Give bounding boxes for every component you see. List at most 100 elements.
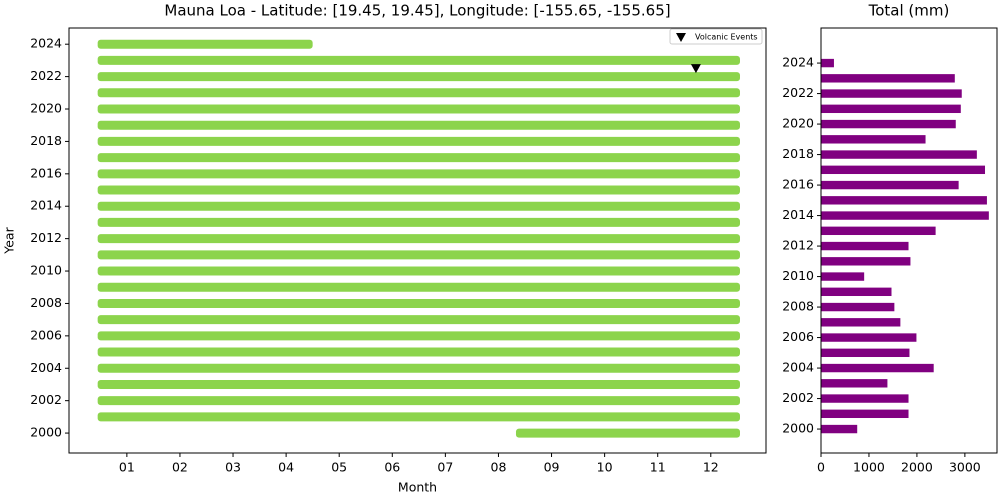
y-tick-label: 2018 [30, 133, 62, 148]
y-tick-label: 2014 [782, 207, 814, 222]
y-tick-label: 2000 [782, 421, 814, 436]
coverage-bar [515, 428, 740, 438]
bar [821, 424, 858, 434]
coverage-bar [97, 315, 740, 325]
y-tick-label: 2022 [782, 85, 814, 100]
bar [821, 409, 909, 419]
legend-box [669, 28, 763, 45]
coverage-bar [97, 250, 740, 260]
coverage-bar [97, 234, 740, 244]
coverage-bar [97, 298, 740, 308]
x-tick-label: 12 [703, 460, 719, 475]
y-tick-label: 2006 [30, 327, 62, 342]
y-tick-label: 2010 [782, 268, 814, 283]
y-tick-label: 2014 [30, 198, 62, 213]
bar [821, 180, 959, 190]
bar [821, 379, 888, 388]
legend-text: Volcanic Events [695, 33, 758, 42]
bar [821, 135, 926, 144]
x-tick-label: 1000 [853, 460, 885, 475]
coverage-bar [97, 396, 740, 406]
x-tick-label: 05 [331, 460, 347, 475]
coverage-bar [97, 331, 740, 341]
bar [821, 363, 934, 373]
bar [821, 272, 865, 281]
bar [821, 89, 962, 98]
bar [821, 302, 895, 312]
x-tick-label: 11 [650, 460, 666, 475]
chart-title: Total (mm) [868, 2, 950, 20]
x-tick-label: 0 [817, 460, 825, 475]
x-tick-label: 09 [544, 460, 560, 475]
plot-frame [820, 27, 998, 454]
event-marker [690, 64, 701, 74]
legend-marker [676, 33, 686, 42]
chart-title: Mauna Loa - Latitude: [19.45, 19.45], Lo… [164, 2, 670, 20]
y-tick-label: 2024 [782, 55, 814, 70]
y-axis-label: Year [2, 226, 17, 254]
coverage-bar [97, 120, 740, 130]
bar [821, 394, 909, 403]
bar [821, 165, 986, 175]
bar [821, 74, 955, 83]
coverage-bar [97, 88, 740, 98]
coverage-bar [97, 363, 740, 373]
bar [821, 226, 936, 236]
x-tick-label: 10 [597, 460, 613, 475]
x-tick-label: 3000 [949, 460, 981, 475]
y-tick-label: 2016 [30, 165, 62, 180]
y-tick-label: 2008 [30, 295, 62, 310]
coverage-bar [97, 266, 740, 276]
coverage-bar [97, 153, 740, 163]
y-tick-label: 2012 [782, 238, 814, 253]
bar [821, 257, 911, 266]
coverage-bar [97, 39, 313, 49]
y-tick-label: 2004 [782, 360, 814, 375]
bar [821, 333, 917, 342]
y-tick-label: 2020 [782, 116, 814, 131]
y-tick-label: 2002 [30, 392, 62, 407]
y-tick-label: 2000 [30, 425, 62, 440]
bar [821, 287, 892, 297]
x-tick-label: 03 [225, 460, 241, 475]
bar [821, 119, 956, 129]
y-tick-label: 2004 [30, 360, 62, 375]
y-tick-label: 2018 [782, 146, 814, 161]
coverage-bar [97, 104, 740, 114]
bar [821, 58, 834, 68]
x-tick-label: 2000 [901, 460, 933, 475]
x-tick-label: 02 [172, 460, 188, 475]
y-tick-label: 2012 [30, 230, 62, 245]
x-axis-label: Month [398, 480, 437, 495]
y-tick-label: 2010 [30, 263, 62, 278]
coverage-bar [97, 169, 740, 179]
plot-frame [68, 27, 767, 454]
y-tick-label: 2006 [782, 329, 814, 344]
y-tick-label: 2002 [782, 390, 814, 405]
coverage-bar [97, 136, 740, 146]
bar [821, 150, 977, 159]
x-tick-label: 06 [384, 460, 400, 475]
coverage-bar [97, 379, 740, 389]
y-tick-label: 2008 [782, 299, 814, 314]
bar [821, 318, 901, 327]
coverage-bar [97, 217, 740, 227]
x-tick-label: 01 [119, 460, 135, 475]
bar [821, 104, 961, 114]
bar [821, 196, 987, 205]
x-tick-label: 07 [437, 460, 453, 475]
bar [821, 241, 909, 251]
y-tick-label: 2024 [30, 36, 62, 51]
coverage-bar [97, 201, 740, 211]
coverage-bar [97, 185, 740, 195]
x-tick-label: 08 [491, 460, 507, 475]
coverage-bar [97, 412, 740, 422]
bar [821, 348, 910, 358]
coverage-bar [97, 347, 740, 357]
coverage-bar [97, 282, 740, 292]
y-tick-label: 2020 [30, 101, 62, 116]
coverage-bar [97, 72, 740, 82]
y-tick-label: 2022 [30, 68, 62, 83]
